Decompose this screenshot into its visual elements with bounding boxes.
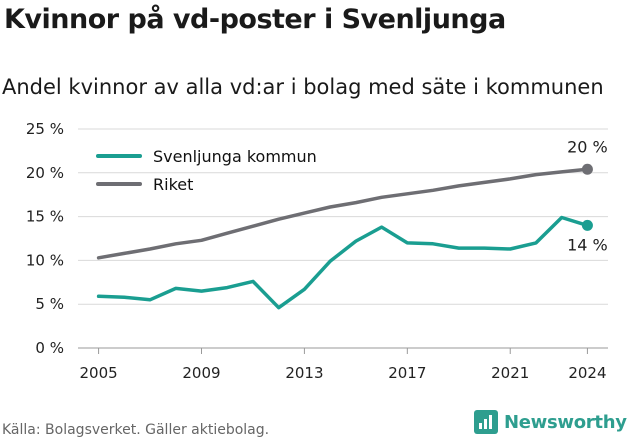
series-end-label: 14 % bbox=[567, 235, 608, 254]
y-tick-label: 10 % bbox=[26, 251, 64, 269]
legend-label: Svenljunga kommun bbox=[153, 147, 317, 166]
series-end-label: 20 % bbox=[567, 137, 608, 156]
y-tick-label: 15 % bbox=[26, 208, 64, 226]
y-tick-label: 20 % bbox=[26, 164, 64, 182]
chart-subtitle: Andel kvinnor av alla vd:ar i bolag med … bbox=[2, 75, 604, 99]
brand-name: Newsworthy bbox=[504, 411, 627, 433]
series-line bbox=[96, 167, 590, 260]
y-tick-label: 25 % bbox=[26, 120, 64, 138]
x-tick-label: 2021 bbox=[491, 364, 529, 382]
chart-title: Kvinnor på vd-poster i Svenljunga bbox=[4, 4, 506, 35]
y-tick-label: 5 % bbox=[35, 295, 64, 313]
series-line bbox=[96, 215, 590, 310]
newsworthy-logo-icon bbox=[474, 410, 498, 434]
y-tick-label: 0 % bbox=[35, 339, 64, 357]
legend-label: Riket bbox=[153, 175, 193, 194]
series-end-point bbox=[581, 219, 593, 231]
brand-logo: Newsworthy bbox=[474, 410, 627, 434]
x-tick-label: 2005 bbox=[79, 364, 117, 382]
source-note: Källa: Bolagsverket. Gäller aktiebolag. bbox=[2, 422, 270, 438]
x-tick-label: 2017 bbox=[388, 364, 426, 382]
x-tick-label: 2013 bbox=[285, 364, 323, 382]
x-tick-label: 2009 bbox=[182, 364, 220, 382]
x-tick-label: 2024 bbox=[568, 364, 606, 382]
series-end-point bbox=[581, 163, 593, 175]
